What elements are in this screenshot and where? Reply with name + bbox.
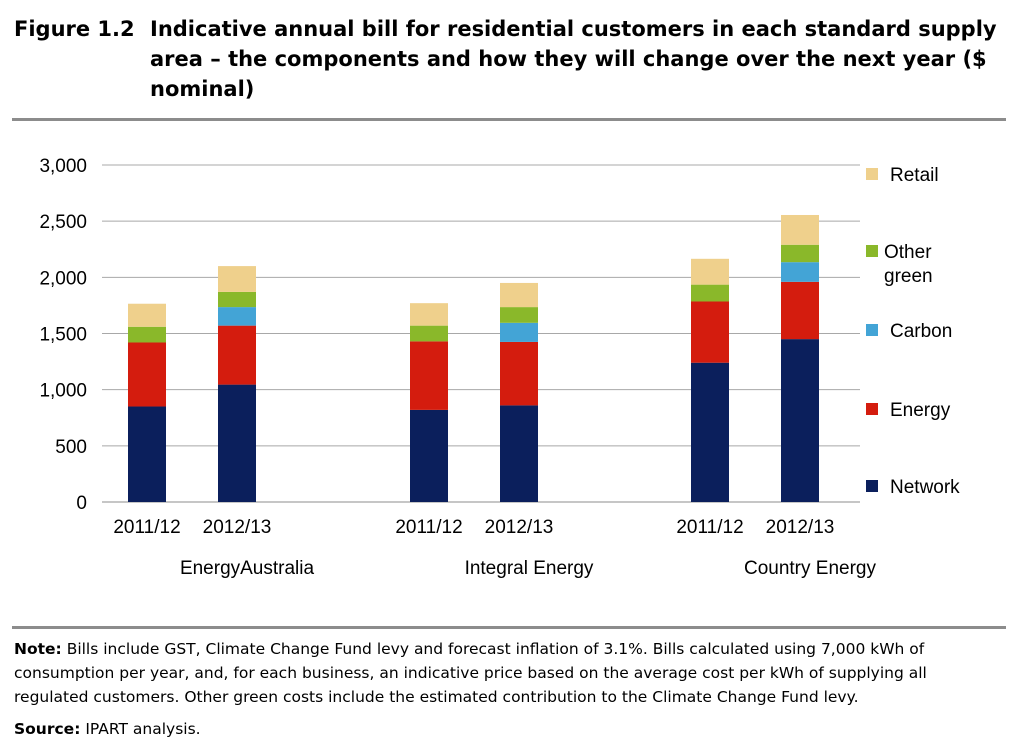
group-label: Country Energy	[744, 558, 877, 579]
x-tick-label: 2012/13	[203, 517, 272, 538]
y-tick-label: 3,000	[39, 156, 87, 177]
legend-label: Network	[890, 477, 960, 498]
group-label: EnergyAustralia	[180, 558, 315, 579]
bar-segment-retail	[128, 303, 166, 327]
bar-segment-energy	[781, 281, 819, 340]
bar-segment-other-green	[218, 291, 256, 308]
y-tick-label: 500	[55, 437, 87, 458]
legend-label: Retail	[890, 165, 939, 186]
y-tick-label: 1,500	[39, 325, 87, 346]
source-label: Source:	[14, 720, 81, 738]
legend: Retail Other green Carbon Energy Network	[866, 165, 960, 498]
bar-segment-network	[128, 406, 166, 502]
group-label: Integral Energy	[465, 558, 594, 579]
legend-label: Other	[884, 242, 932, 263]
legend-label: Energy	[890, 400, 951, 421]
x-tick-label: 2011/12	[113, 517, 180, 538]
legend-label: Carbon	[890, 321, 952, 342]
y-tick-label: 1,000	[39, 381, 87, 402]
stacked-bar-chart: 0 500 1,000 1,500 2,000 2,500 3,000 2011/12 201…	[39, 156, 960, 579]
x-tick-label: 2011/12	[395, 517, 462, 538]
bar-segment-energy	[410, 341, 448, 410]
figure-label: Figure 1.2	[14, 17, 135, 41]
note-label: Note:	[14, 640, 62, 658]
x-tick-label: 2011/12	[676, 517, 743, 538]
bar-segment-energy	[691, 301, 729, 363]
source: Source: IPART analysis.	[14, 717, 201, 741]
y-tick-label: 2,000	[39, 268, 87, 289]
legend-swatch	[866, 324, 878, 336]
y-axis: 0 500 1,000 1,500 2,000 2,500 3,000	[39, 156, 87, 514]
bar-segment-network	[781, 339, 819, 502]
bar-segment-network	[500, 405, 538, 502]
top-divider	[12, 118, 1006, 121]
source-text: IPART analysis.	[85, 720, 201, 738]
bar-segment-network	[691, 362, 729, 502]
x-tick-label: 2012/13	[766, 517, 835, 538]
bar-segment-energy	[218, 325, 256, 385]
note: Note: Bills include GST, Climate Change …	[14, 637, 1004, 709]
bar-segment-retail	[691, 258, 729, 285]
note-text: Bills include GST, Climate Change Fund l…	[14, 640, 927, 706]
bar-segment-energy	[128, 342, 166, 407]
bar-segment-other-green	[691, 284, 729, 302]
bar-segment-network	[410, 409, 448, 502]
y-tick-label: 2,500	[39, 212, 87, 233]
bar-segment-other-green	[410, 325, 448, 342]
gridlines	[102, 164, 860, 503]
bars	[128, 214, 819, 502]
y-tick-label: 0	[76, 493, 87, 514]
bar-segment-other-green	[500, 307, 538, 323]
legend-label: green	[884, 266, 933, 287]
bar-segment-carbon	[781, 262, 819, 282]
bar-segment-energy	[500, 341, 538, 406]
legend-swatch	[866, 403, 878, 415]
bar-segment-carbon	[500, 322, 538, 342]
figure-title: Indicative annual bill for residential c…	[150, 17, 997, 101]
bar-segment-retail	[410, 303, 448, 326]
bar-segment-retail	[500, 282, 538, 308]
bar-segment-other-green	[781, 244, 819, 263]
legend-swatch	[866, 480, 878, 492]
bottom-divider	[12, 626, 1006, 629]
legend-swatch	[866, 168, 878, 180]
x-tick-label: 2012/13	[485, 517, 554, 538]
bar-segment-network	[218, 384, 256, 502]
bar-segment-carbon	[218, 307, 256, 326]
bar-segment-retail	[781, 214, 819, 245]
bar-segment-retail	[218, 266, 256, 292]
legend-swatch	[866, 245, 878, 257]
bar-segment-other-green	[128, 326, 166, 343]
